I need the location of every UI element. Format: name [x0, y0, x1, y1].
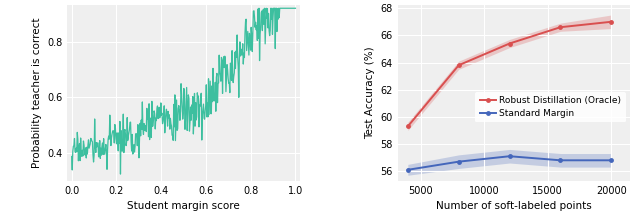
Robust Distillation (Oracle)	[455, 64, 463, 67]
Standard Margin	[607, 159, 615, 162]
Standard Margin	[506, 155, 513, 157]
Robust Distillation (Oracle)	[607, 20, 615, 23]
Line: Robust Distillation (Oracle): Robust Distillation (Oracle)	[405, 19, 614, 129]
Robust Distillation (Oracle)	[404, 125, 412, 128]
Standard Margin	[557, 159, 564, 162]
Robust Distillation (Oracle)	[506, 42, 513, 45]
Y-axis label: Probability teacher is correct: Probability teacher is correct	[31, 18, 42, 168]
Standard Margin	[455, 160, 463, 163]
Y-axis label: Test Accuracy (%): Test Accuracy (%)	[365, 47, 375, 139]
Robust Distillation (Oracle)	[557, 26, 564, 28]
X-axis label: Student margin score: Student margin score	[127, 201, 240, 211]
Line: Standard Margin: Standard Margin	[405, 154, 614, 172]
X-axis label: Number of soft-labeled points: Number of soft-labeled points	[436, 201, 592, 211]
Legend: Robust Distillation (Oracle), Standard Margin: Robust Distillation (Oracle), Standard M…	[475, 92, 626, 122]
Standard Margin	[404, 168, 412, 171]
